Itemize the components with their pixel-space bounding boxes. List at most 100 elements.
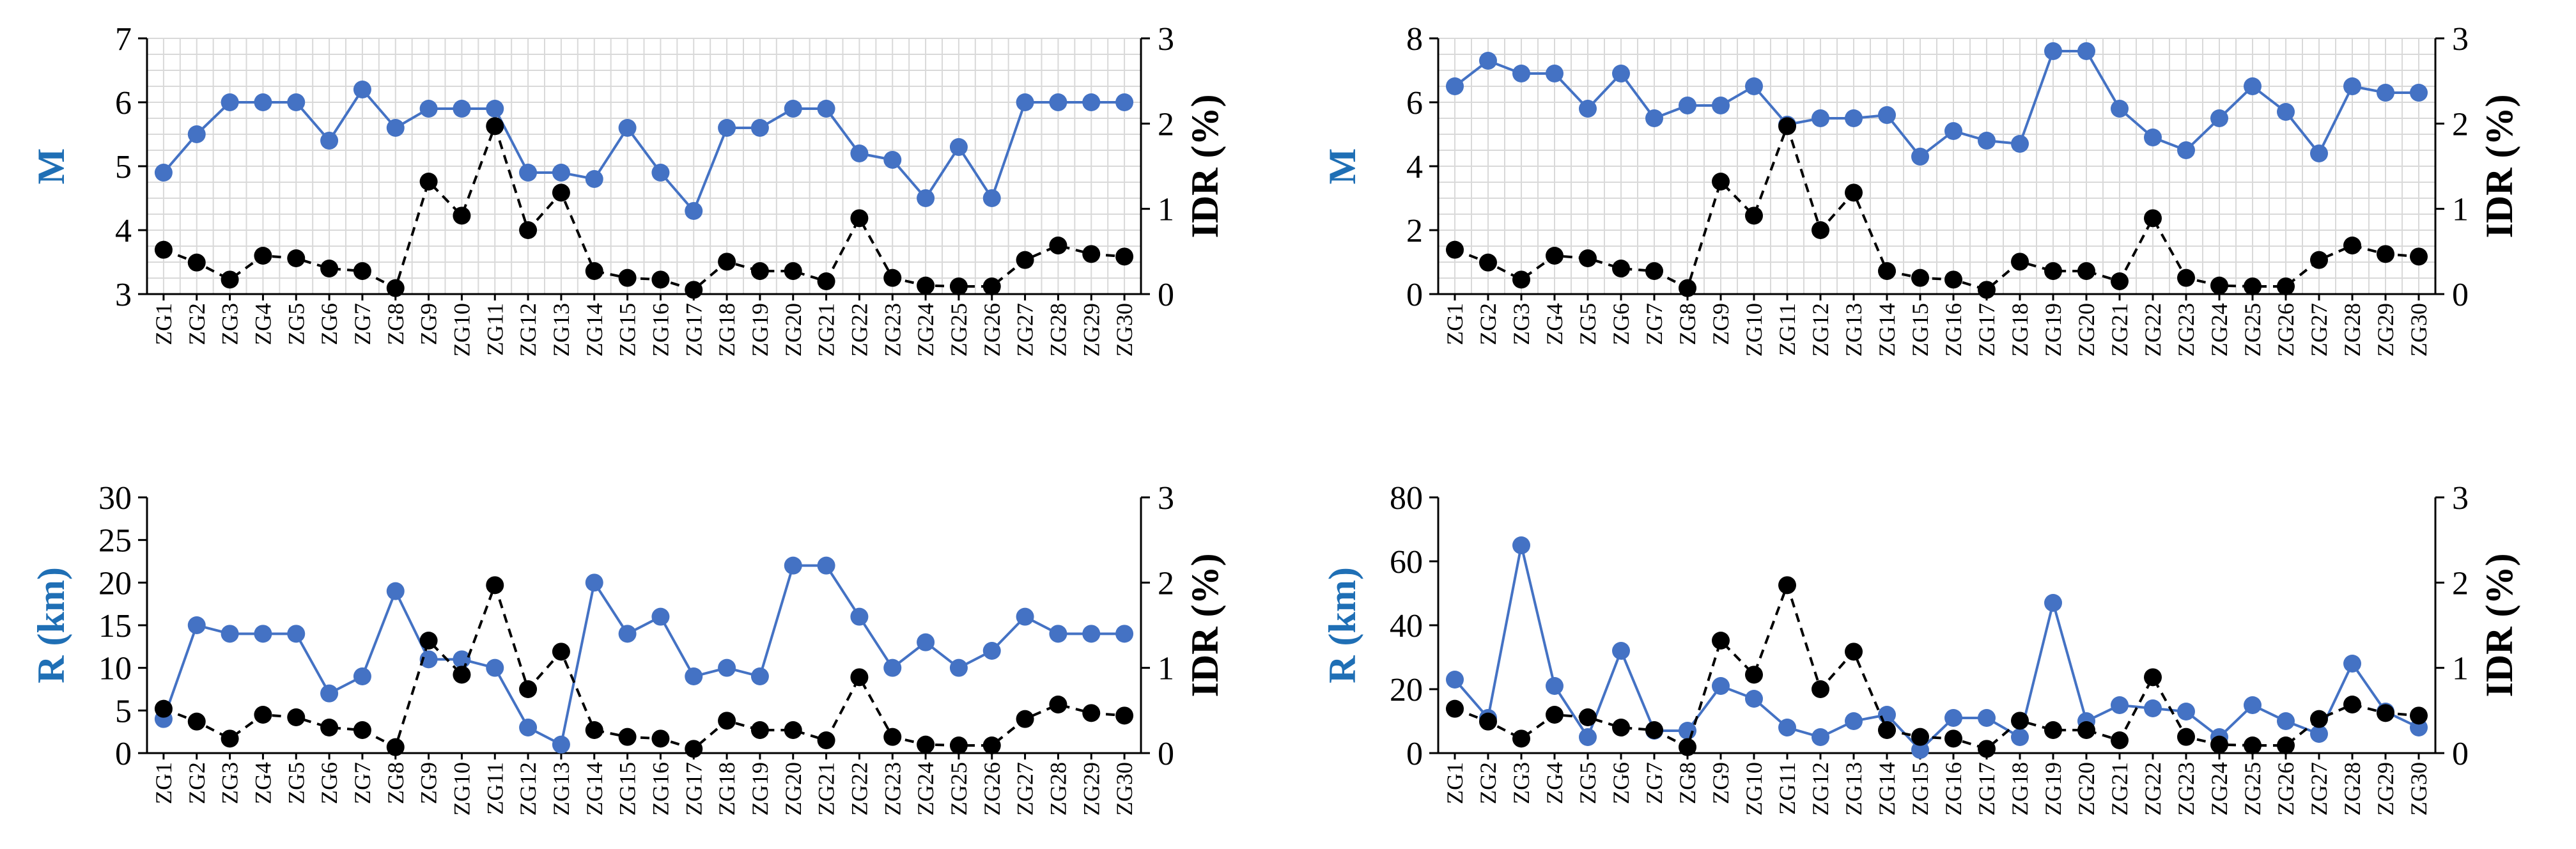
y-tick-label: 15 bbox=[98, 608, 132, 644]
x-tick-label: ZG11 bbox=[482, 303, 508, 356]
x-tick-label: ZG9 bbox=[416, 762, 442, 804]
y2-tick-label: 3 bbox=[2452, 21, 2469, 58]
data-point bbox=[1745, 666, 1763, 684]
x-tick-label: ZG16 bbox=[648, 303, 673, 357]
data-point bbox=[1778, 117, 1796, 136]
data-point bbox=[1812, 728, 1829, 746]
data-point bbox=[552, 643, 570, 661]
x-tick-label: ZG5 bbox=[283, 762, 309, 804]
data-point bbox=[750, 119, 769, 137]
data-point bbox=[2343, 696, 2361, 713]
data-point bbox=[850, 144, 869, 162]
data-point bbox=[1712, 97, 1730, 114]
data-point bbox=[287, 249, 306, 267]
x-tick-label: ZG30 bbox=[1112, 762, 1137, 816]
x-tick-label: ZG23 bbox=[2173, 303, 2199, 357]
data-point bbox=[1911, 741, 1929, 759]
x-tick-label: ZG10 bbox=[1741, 762, 1767, 816]
x-tick-label: ZG2 bbox=[184, 303, 210, 345]
x-tick-label: ZG27 bbox=[1013, 762, 1038, 816]
x-tick-label: ZG3 bbox=[217, 762, 243, 804]
data-point bbox=[685, 202, 703, 220]
data-point bbox=[2210, 109, 2228, 127]
x-tick-label: ZG12 bbox=[515, 303, 541, 357]
data-point bbox=[1745, 206, 1763, 225]
y2-tick-label: 3 bbox=[1158, 21, 1174, 58]
x-tick-label: ZG29 bbox=[1078, 762, 1104, 816]
data-point bbox=[2077, 262, 2095, 280]
data-point bbox=[1911, 269, 1929, 287]
x-tick-label: ZG23 bbox=[880, 303, 905, 357]
data-point bbox=[187, 253, 206, 272]
data-point bbox=[486, 100, 504, 118]
data-point bbox=[850, 607, 869, 626]
data-point bbox=[1845, 712, 1863, 730]
data-point bbox=[1944, 122, 1962, 140]
data-point bbox=[2177, 703, 2195, 720]
data-point bbox=[817, 100, 835, 118]
data-point bbox=[2210, 276, 2228, 295]
data-point bbox=[486, 576, 504, 595]
data-point bbox=[1978, 709, 1996, 727]
x-tick-label: ZG26 bbox=[979, 303, 1005, 357]
data-point bbox=[585, 170, 603, 188]
y2-tick-label: 0 bbox=[1158, 277, 1174, 313]
x-tick-label: ZG29 bbox=[2373, 303, 2398, 357]
data-point bbox=[552, 183, 570, 202]
data-point bbox=[2111, 731, 2129, 749]
data-point bbox=[1812, 680, 1829, 698]
x-tick-label: ZG11 bbox=[1774, 303, 1800, 356]
data-point bbox=[2077, 721, 2095, 739]
x-tick-label: ZG25 bbox=[2240, 762, 2265, 816]
data-point bbox=[254, 247, 272, 265]
data-point bbox=[1082, 625, 1101, 643]
data-point bbox=[1579, 708, 1597, 726]
x-tick-label: ZG6 bbox=[1608, 303, 1634, 345]
x-tick-label: ZG11 bbox=[482, 762, 508, 815]
data-point bbox=[750, 262, 769, 280]
x-tick-label: ZG12 bbox=[515, 762, 541, 816]
x-tick-label: ZG25 bbox=[946, 762, 972, 816]
data-point bbox=[2277, 103, 2295, 121]
data-point bbox=[254, 625, 272, 643]
x-tick-label: ZG19 bbox=[2040, 762, 2066, 816]
y-axis-title: R (km) bbox=[30, 567, 72, 683]
data-point bbox=[2310, 710, 2328, 728]
data-point bbox=[1082, 245, 1101, 263]
data-point bbox=[1612, 642, 1630, 660]
data-point bbox=[2044, 721, 2062, 739]
data-point bbox=[1479, 712, 1497, 731]
data-point bbox=[2177, 269, 2195, 287]
chart-panel-bottom-left: 0 5 10 15 20 25 30 0 1 2 3 ZG1 ZG2 ZG3 ZG4 ZG5 ZG6 ZG7 ZG8… bbox=[30, 480, 1226, 816]
x-tick-label: ZG24 bbox=[913, 762, 938, 816]
data-point bbox=[221, 729, 239, 748]
data-point bbox=[949, 736, 968, 754]
data-point bbox=[618, 119, 637, 137]
data-point bbox=[1944, 270, 1962, 289]
x-tick-label: ZG4 bbox=[1542, 303, 1567, 345]
x-tick-label: ZG20 bbox=[2074, 303, 2099, 357]
data-point bbox=[2244, 736, 2262, 754]
x-tick-label: ZG9 bbox=[416, 303, 442, 345]
data-point bbox=[1082, 704, 1101, 722]
y2-tick-label: 1 bbox=[1158, 192, 1174, 228]
series-line bbox=[1454, 545, 2419, 752]
data-point bbox=[917, 735, 935, 754]
x-tick-label: ZG30 bbox=[2406, 303, 2432, 357]
y2-tick-label: 3 bbox=[2452, 480, 2469, 517]
x-tick-label: ZG28 bbox=[2339, 762, 2365, 816]
x-tick-label: ZG15 bbox=[615, 303, 640, 357]
data-point bbox=[453, 666, 471, 684]
x-tick-label: ZG19 bbox=[747, 303, 773, 357]
data-point bbox=[1115, 93, 1134, 111]
x-tick-label: ZG26 bbox=[2273, 762, 2299, 816]
data-point bbox=[2044, 262, 2062, 280]
data-point bbox=[949, 658, 968, 677]
data-point bbox=[883, 269, 902, 287]
x-tick-label: ZG5 bbox=[283, 303, 309, 345]
x-tick-label: ZG2 bbox=[1475, 303, 1501, 345]
y2-axis-title: IDR (%) bbox=[2478, 554, 2520, 697]
x-tick-label: ZG21 bbox=[2107, 762, 2132, 816]
data-point bbox=[519, 164, 538, 182]
